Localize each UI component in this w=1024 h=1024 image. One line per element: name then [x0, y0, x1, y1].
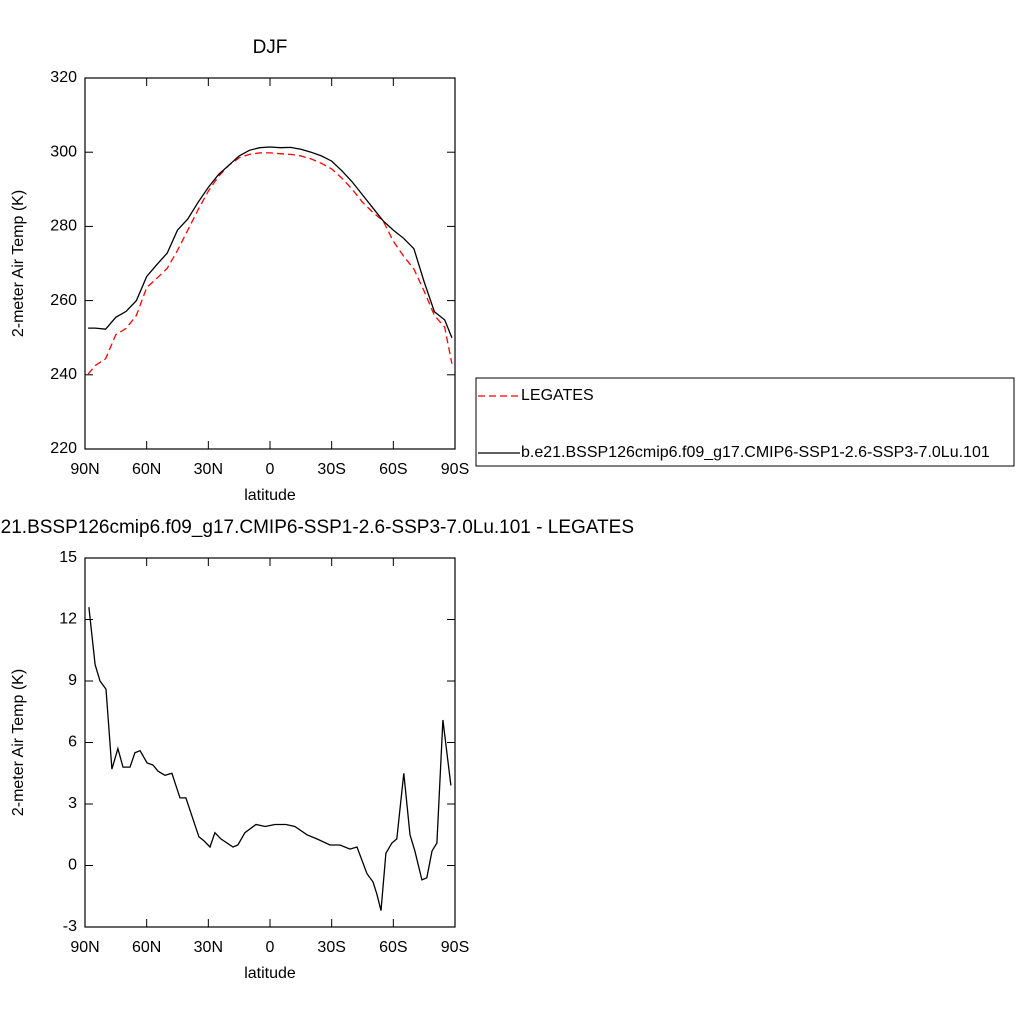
x-tick-label: 60N — [132, 461, 161, 478]
y-tick-label: 260 — [50, 292, 77, 309]
x-tick-label: 60S — [379, 939, 407, 956]
x-axis-label: latitude — [244, 965, 296, 982]
y-tick-label: 220 — [50, 440, 77, 457]
x-tick-label: 0 — [266, 461, 275, 478]
x-tick-label: 90N — [70, 939, 99, 956]
y-tick-label: 0 — [68, 857, 77, 874]
y-tick-label: 300 — [50, 143, 77, 160]
x-tick-label: 30S — [317, 939, 345, 956]
x-tick-label: 60S — [379, 461, 407, 478]
x-tick-label: 60N — [132, 939, 161, 956]
plot-frame — [84, 557, 456, 928]
data-line — [88, 607, 452, 911]
x-axis-label: latitude — [244, 487, 296, 504]
legend-label: LEGATES — [521, 387, 594, 404]
x-tick-label: 30S — [317, 461, 345, 478]
legend-label: b.e21.BSSP126cmip6.f09_g17.CMIP6-SSP1-2.… — [521, 444, 990, 461]
y-tick-label: 12 — [59, 611, 77, 628]
legend-box — [475, 377, 1015, 467]
x-tick-label: 90S — [441, 461, 469, 478]
plot-frame — [84, 77, 456, 450]
chart-title: DJF — [253, 37, 288, 58]
y-tick-label: 15 — [59, 549, 77, 566]
y-axis-label: 2-meter Air Temp (K) — [10, 190, 27, 337]
y-tick-label: 3 — [68, 795, 77, 812]
x-tick-label: 0 — [266, 939, 275, 956]
x-tick-label: 30N — [194, 939, 223, 956]
y-tick-label: 6 — [68, 734, 77, 751]
y-tick-label: 320 — [50, 69, 77, 86]
y-tick-label: 280 — [50, 218, 77, 235]
chart-title: b.e21.BSSP126cmip6.f09_g17.CMIP6-SSP1-2.… — [0, 517, 634, 538]
y-tick-label: 240 — [50, 366, 77, 383]
x-tick-label: 30N — [194, 461, 223, 478]
y-tick-label: -3 — [63, 918, 77, 935]
data-line — [87, 152, 453, 375]
y-axis-label: 2-meter Air Temp (K) — [10, 669, 27, 816]
x-tick-label: 90N — [70, 461, 99, 478]
x-tick-label: 90S — [441, 939, 469, 956]
data-line — [88, 146, 453, 338]
y-tick-label: 9 — [68, 672, 77, 689]
